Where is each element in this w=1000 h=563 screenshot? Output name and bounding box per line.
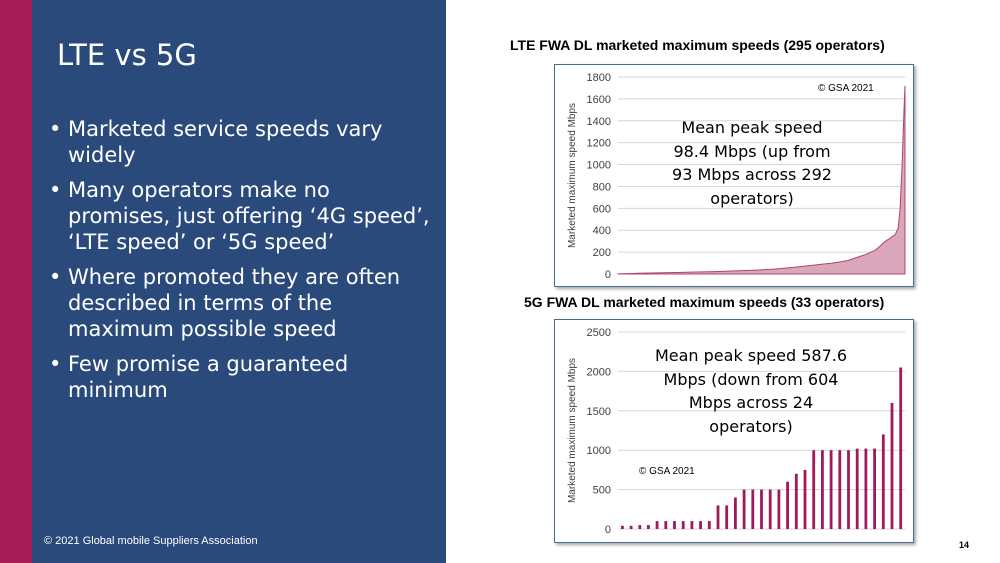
- lte-ylabel: Marketed maximum speed Mbps: [567, 103, 578, 248]
- fiveg-bar: [621, 525, 624, 529]
- fiveg-ytick-label: 1000: [587, 445, 611, 457]
- fiveg-bar: [864, 448, 868, 529]
- lte-ytick-label: 1400: [587, 116, 611, 128]
- lte-ytick-label: 1800: [587, 72, 611, 84]
- fiveg-bar: [881, 434, 885, 529]
- fiveg-bar: [821, 450, 824, 529]
- slide-title: LTE vs 5G: [57, 38, 197, 72]
- lte-ytick-label: 1000: [587, 160, 611, 172]
- lte-chart-title: LTE FWA DL marketed maximum speeds (295 …: [510, 37, 885, 53]
- fiveg-ytick-label: 0: [605, 524, 611, 536]
- fiveg-bar: [786, 481, 789, 529]
- fiveg-bar: [716, 505, 720, 529]
- fiveg-bar: [629, 525, 633, 529]
- fiveg-bar: [638, 525, 642, 529]
- fiveg-ytick-label: 2500: [587, 327, 611, 339]
- fiveg-bar: [681, 521, 685, 529]
- bullet-item: Marketed service speeds vary widely: [45, 116, 435, 168]
- fiveg-bar: [690, 521, 694, 529]
- fiveg-chart-title: 5G FWA DL marketed maximum speeds (33 op…: [524, 294, 885, 310]
- lte-ytick-label: 600: [593, 203, 611, 215]
- lte-ytick-label: 1600: [587, 94, 611, 106]
- lte-ytick-label: 1200: [587, 138, 611, 150]
- fiveg-bar: [838, 450, 842, 529]
- fiveg-bar: [725, 505, 729, 529]
- fiveg-bar: [742, 489, 746, 529]
- fiveg-bar: [803, 469, 807, 529]
- bullet-item: Few promise a guaranteed minimum: [45, 351, 435, 403]
- fiveg-bar: [829, 450, 833, 529]
- fiveg-bar: [812, 450, 816, 529]
- fiveg-bar: [707, 521, 711, 529]
- fiveg-bar: [777, 489, 781, 529]
- bullet-item: Where promoted they are often described …: [45, 264, 435, 342]
- fiveg-bar: [699, 521, 702, 529]
- fiveg-ylabel: Marketed maximum speed Mbps: [567, 358, 578, 503]
- bullet-list: Marketed service speeds vary widely Many…: [45, 116, 435, 412]
- fiveg-bar: [673, 521, 676, 529]
- fiveg-bar: [794, 473, 798, 529]
- fiveg-ytick-label: 1500: [587, 406, 611, 418]
- fiveg-bar: [760, 489, 763, 529]
- lte-chart-frame: [554, 64, 914, 287]
- copyright-footer: © 2021 Global mobile Suppliers Associati…: [44, 535, 258, 547]
- fiveg-bar: [873, 448, 876, 529]
- fiveg-bar: [899, 367, 903, 529]
- lte-watermark: © GSA 2021: [818, 83, 874, 94]
- fiveg-ytick-label: 2000: [587, 366, 611, 378]
- fiveg-bar: [751, 489, 755, 529]
- fiveg-bar: [664, 521, 668, 529]
- fiveg-ytick-label: 500: [593, 485, 611, 497]
- fiveg-bar: [647, 525, 650, 529]
- fiveg-bar: [847, 450, 850, 529]
- lte-ytick-label: 400: [593, 225, 611, 237]
- lte-ytick-label: 200: [593, 247, 611, 259]
- lte-annotation: Mean peak speed 98.4 Mbps (up from 93 Mb…: [672, 118, 832, 208]
- fiveg-bar: [855, 448, 859, 529]
- fiveg-annotation: Mean peak speed 587.6 Mbps (down from 60…: [654, 346, 848, 436]
- fiveg-bar: [890, 402, 894, 529]
- fiveg-watermark: © GSA 2021: [639, 466, 695, 477]
- fiveg-bar: [655, 521, 659, 529]
- lte-area-series: [617, 85, 906, 275]
- lte-ytick-label: 0: [605, 269, 611, 281]
- lte-ytick-label: 800: [593, 181, 611, 193]
- fiveg-bar: [768, 489, 772, 529]
- accent-bar: [0, 0, 32, 563]
- page-number: 14: [959, 540, 970, 550]
- fiveg-bar: [734, 497, 737, 529]
- bullet-item: Many operators make no promises, just of…: [45, 177, 435, 255]
